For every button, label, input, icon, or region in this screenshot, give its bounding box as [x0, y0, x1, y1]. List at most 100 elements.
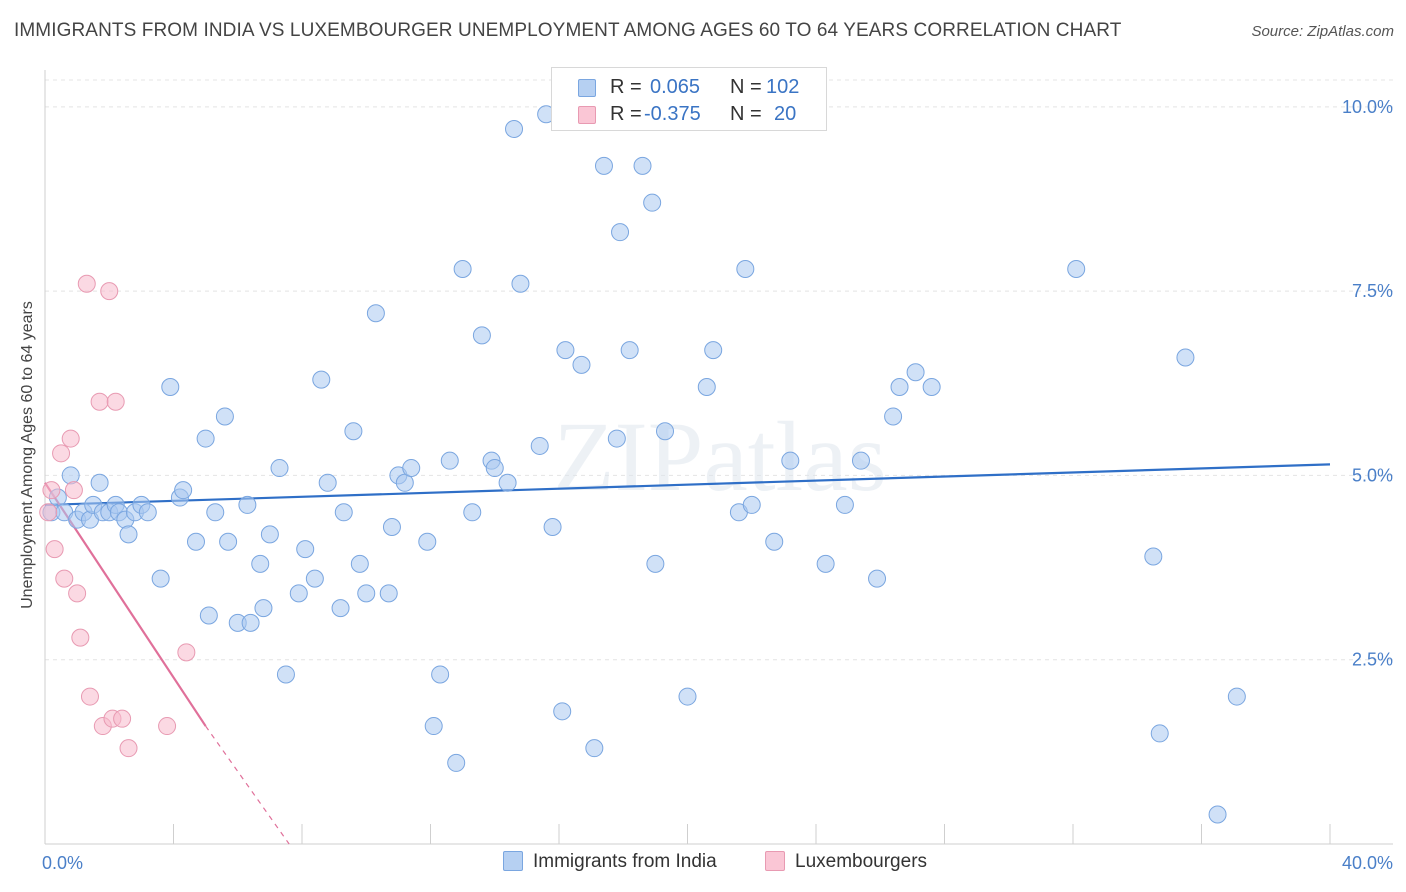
data-point-luxembourgers	[90, 392, 109, 411]
data-point-india	[607, 429, 626, 448]
legend-item-luxembourgers: Luxembourgers	[765, 851, 927, 873]
data-point-india	[1208, 805, 1227, 824]
data-point-india	[276, 665, 295, 684]
data-point-india	[543, 518, 562, 537]
data-point-india	[620, 341, 639, 360]
data-point-india	[431, 665, 450, 684]
y-tick-label: 5.0%	[1352, 465, 1393, 485]
data-point-india	[357, 584, 376, 603]
data-point-india	[61, 466, 80, 485]
data-point-india	[1227, 687, 1246, 706]
data-point-india	[498, 473, 517, 492]
data-point-india	[186, 532, 205, 551]
data-point-india	[424, 717, 443, 736]
y-tick-label: 2.5%	[1352, 650, 1393, 670]
data-point-india	[485, 459, 504, 478]
data-point-india	[678, 687, 697, 706]
data-point-india	[890, 377, 909, 396]
data-point-india	[472, 326, 491, 345]
data-point-india	[505, 119, 524, 138]
n-label: N =	[730, 103, 762, 125]
data-point-india	[704, 341, 723, 360]
y-tick-label: 7.5%	[1352, 281, 1393, 301]
source-credit: Source: ZipAtlas.com	[1251, 23, 1394, 40]
data-point-luxembourgers	[39, 503, 58, 522]
data-point-india	[289, 584, 308, 603]
data-point-india	[530, 436, 549, 455]
data-point-india	[366, 304, 385, 323]
data-point-luxembourgers	[177, 643, 196, 662]
data-point-luxembourgers	[119, 739, 138, 758]
data-point-india	[556, 341, 575, 360]
data-point-india	[646, 554, 665, 573]
data-point-india	[447, 753, 466, 772]
data-point-luxembourgers	[158, 717, 177, 736]
data-point-india	[1150, 724, 1169, 743]
data-point-india	[572, 355, 591, 374]
data-point-india	[379, 584, 398, 603]
data-point-india	[254, 599, 273, 618]
legend-label-india: Immigrants from India	[533, 851, 717, 872]
data-point-india	[781, 451, 800, 470]
data-point-india	[594, 156, 613, 175]
data-point-india	[90, 473, 109, 492]
r-label: R =	[610, 76, 642, 98]
data-point-luxembourgers	[80, 687, 99, 706]
data-point-luxembourgers	[52, 444, 71, 463]
data-point-india	[174, 481, 193, 500]
r-label: R =	[610, 103, 642, 125]
data-point-india	[219, 532, 238, 551]
data-point-india	[511, 274, 530, 293]
data-point-india	[270, 459, 289, 478]
trend-line-extension-1	[205, 725, 290, 845]
data-point-luxembourgers	[68, 584, 87, 603]
data-point-india	[1144, 547, 1163, 566]
data-point-india	[151, 569, 170, 588]
legend-swatch-india	[503, 851, 523, 871]
data-point-india	[119, 525, 138, 544]
data-point-luxembourgers	[64, 481, 83, 500]
legend-swatch-luxembourgers	[765, 851, 785, 871]
data-point-india	[697, 377, 716, 396]
data-point-india	[1067, 260, 1086, 279]
data-point-india	[816, 554, 835, 573]
x-tick-label: 0.0%	[42, 853, 83, 873]
data-point-luxembourgers	[113, 709, 132, 728]
data-point-india	[215, 407, 234, 426]
data-point-india	[440, 451, 459, 470]
data-point-india	[196, 429, 215, 448]
data-point-luxembourgers	[71, 628, 90, 647]
data-point-india	[835, 495, 854, 514]
data-point-india	[453, 260, 472, 279]
correlation-legend: R = 0.065 N = 102 R = -0.375 N = 20	[551, 67, 827, 131]
data-point-india	[633, 156, 652, 175]
data-point-india	[585, 739, 604, 758]
legend-swatch-india	[578, 79, 596, 97]
r-value-india: 0.065	[650, 76, 701, 98]
legend-swatch-luxembourgers	[578, 106, 596, 124]
data-point-luxembourgers	[55, 569, 74, 588]
n-value-luxembourgers: 20	[774, 103, 797, 125]
tick-labels: 2.5% 5.0% 7.5% 10.0% 0.0% 40.0%	[42, 97, 1393, 873]
data-point-india	[884, 407, 903, 426]
data-point-india	[350, 554, 369, 573]
data-point-india	[765, 532, 784, 551]
data-point-india	[199, 606, 218, 625]
legend-label-luxembourgers: Luxembourgers	[795, 851, 928, 872]
data-point-india	[161, 377, 180, 396]
chart-title: IMMIGRANTS FROM INDIA VS LUXEMBOURGER UN…	[14, 20, 1122, 41]
x-tick-label: 40.0%	[1342, 853, 1393, 873]
gridlines	[45, 79, 1393, 661]
legend-row-luxembourgers: R = -0.375 N = 20	[552, 102, 826, 128]
r-value-luxembourgers: -0.375	[644, 103, 701, 125]
watermark: ZIPatlas	[553, 401, 886, 512]
data-point-india	[251, 554, 270, 573]
n-value-india: 102	[766, 76, 800, 98]
data-points	[39, 105, 1246, 824]
data-point-india	[312, 370, 331, 389]
data-point-india	[138, 503, 157, 522]
data-point-india	[922, 377, 941, 396]
data-point-india	[344, 422, 363, 441]
data-point-india	[736, 260, 755, 279]
